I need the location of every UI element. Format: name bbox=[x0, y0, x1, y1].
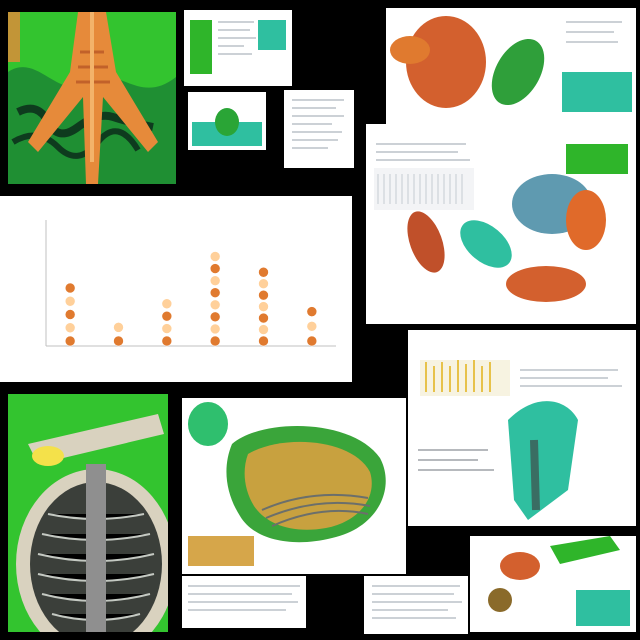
chart-bar-segment bbox=[258, 301, 269, 312]
chart-bar-segment bbox=[161, 323, 173, 334]
panel-right-mid bbox=[366, 124, 636, 324]
chart-bar-6 bbox=[306, 306, 318, 347]
bar-chart bbox=[45, 220, 336, 347]
thumb-card-3 bbox=[284, 90, 354, 168]
thumb-card-1 bbox=[184, 10, 292, 86]
chart-bar-segment bbox=[64, 282, 76, 294]
chart-bar-4 bbox=[209, 251, 221, 347]
chart-bar-segment bbox=[209, 251, 221, 262]
chart-bar-segment bbox=[258, 312, 269, 324]
chart-bar-segment bbox=[306, 335, 318, 347]
chart-bar-segment bbox=[258, 324, 269, 335]
organ-panel bbox=[182, 398, 406, 574]
chart-bar-segment bbox=[306, 321, 318, 332]
chart-bar-segment bbox=[161, 298, 173, 310]
chart-bar-segment bbox=[209, 299, 221, 311]
chart-bar-segment bbox=[209, 335, 221, 347]
chart-bar-segment bbox=[64, 322, 76, 334]
organ-illustration bbox=[182, 398, 406, 574]
chart-bar-3 bbox=[161, 298, 173, 347]
chart-bar-segment bbox=[209, 323, 221, 335]
chart-bar-segment bbox=[209, 287, 221, 299]
thumb-card-2 bbox=[188, 92, 266, 150]
anatomy-illustration bbox=[8, 12, 176, 184]
panel-right-lower bbox=[408, 330, 636, 526]
dissection-panel bbox=[8, 394, 168, 632]
anatomy-panel-top-left bbox=[8, 12, 176, 184]
chart-bar-segment bbox=[258, 289, 269, 301]
chart-panel bbox=[0, 196, 352, 382]
chart-bar-segment bbox=[64, 295, 76, 307]
chart-bar-segment bbox=[209, 263, 221, 274]
panel-bottom-small bbox=[182, 576, 306, 628]
chart-bar-1 bbox=[64, 282, 76, 347]
chart-bar-segment bbox=[113, 335, 124, 347]
chart-bar-segment bbox=[258, 266, 269, 278]
chart-bar-segment bbox=[306, 306, 318, 317]
chart-bar-segment bbox=[209, 311, 221, 323]
chart-bar-segment bbox=[161, 335, 173, 347]
panel-bottom-right bbox=[470, 536, 636, 632]
panel-right-top bbox=[386, 8, 636, 126]
chart-bar-segment bbox=[161, 310, 173, 322]
chart-bar-segment bbox=[64, 309, 76, 320]
chart-bar-2 bbox=[113, 322, 124, 347]
chart-bar-segment bbox=[209, 275, 221, 286]
chart-bar-segment bbox=[258, 335, 269, 347]
chart-bar-segment bbox=[64, 335, 76, 347]
bar-series bbox=[64, 251, 318, 347]
panel-bottom-mid bbox=[364, 576, 468, 634]
chart-bar-segment bbox=[113, 322, 124, 333]
dissection-illustration bbox=[8, 394, 168, 632]
chart-bar-segment bbox=[258, 278, 269, 290]
chart-bar-5 bbox=[258, 266, 269, 347]
